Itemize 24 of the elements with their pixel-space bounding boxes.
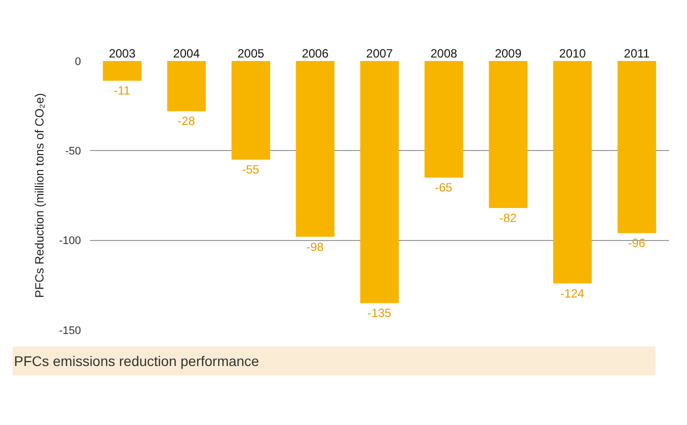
x-tick-label: 2008 (430, 46, 458, 61)
data-label: -28 (178, 114, 196, 128)
data-label: -11 (114, 84, 131, 98)
x-tick-label: 2003 (108, 46, 136, 61)
y-tick-label: 0 (74, 56, 81, 68)
data-label: -82 (499, 211, 518, 226)
text: PFCs emissions reduction performance (14, 353, 260, 369)
x-tick-label: 2010 (559, 46, 586, 61)
y-tick-label: -150 (58, 324, 81, 337)
data-label: -96 (628, 236, 646, 250)
y-tick-label: -50 (65, 146, 81, 158)
y-axis-title: PFCs Reduction (million tons of CO₂e) (32, 93, 46, 298)
y-tick-label: -100 (58, 235, 81, 248)
data-label: -135 (367, 306, 392, 320)
x-tick-label: 2011 (624, 46, 650, 61)
data-label: -55 (242, 162, 260, 177)
data-label: -124 (560, 286, 585, 300)
x-tick-label: 2006 (302, 46, 329, 61)
data-label: -98 (306, 240, 324, 254)
x-tick-label: 2005 (237, 46, 264, 61)
x-tick-label: 2007 (366, 46, 394, 61)
x-tick-label: 2009 (494, 46, 522, 61)
data-label: -65 (434, 180, 453, 195)
x-tick-label: 2004 (173, 46, 200, 61)
